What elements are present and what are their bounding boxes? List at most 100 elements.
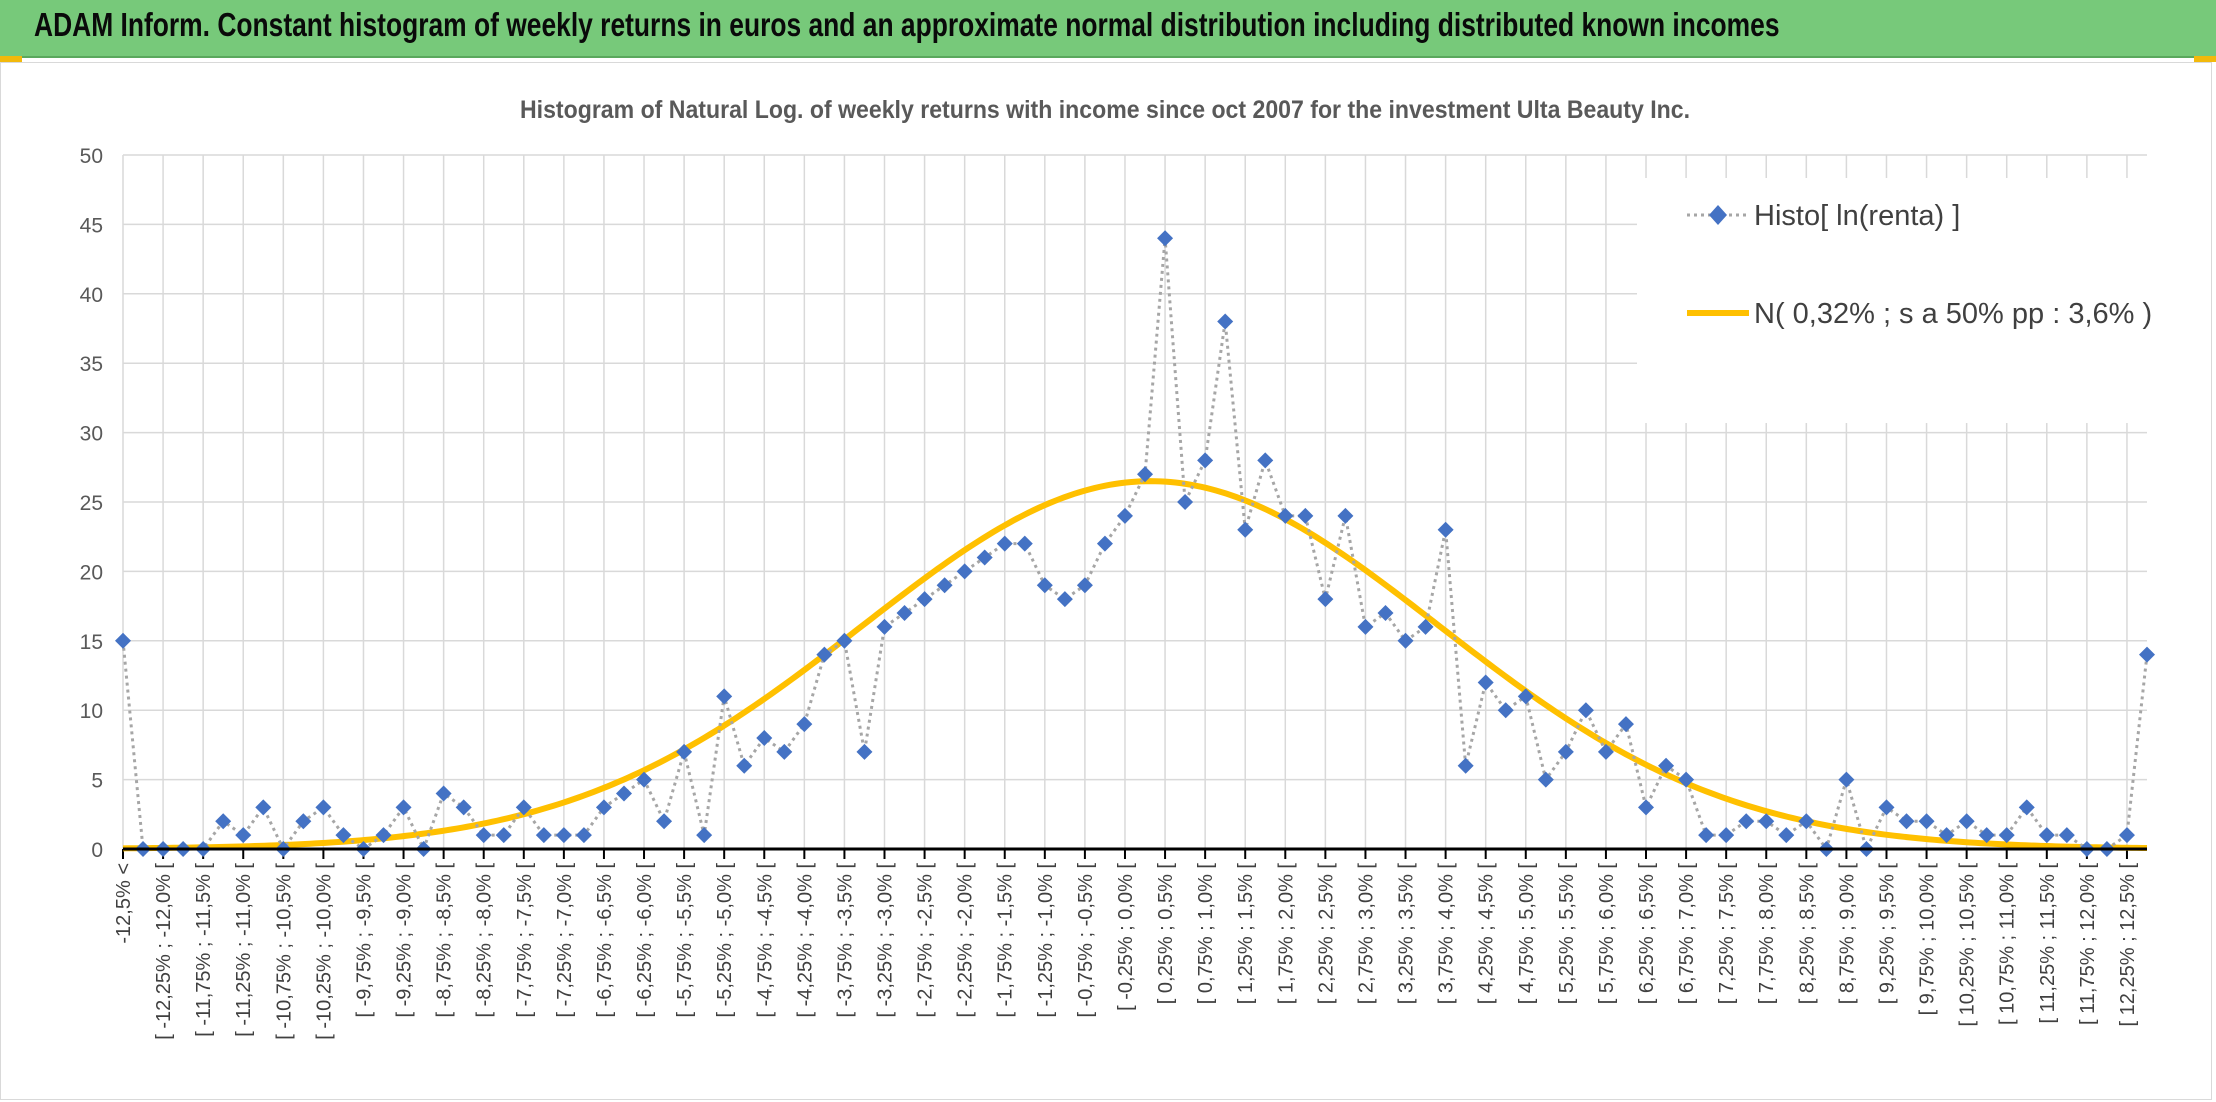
header-bar: ADAM Inform. Constant histogram of weekl… bbox=[0, 0, 2216, 62]
histogram-point bbox=[1297, 507, 1314, 524]
histogram-point bbox=[1778, 827, 1795, 844]
x-category-label: [ 6,75% ; 7,0% [ bbox=[1676, 863, 1698, 1005]
x-category-label: [ 5,25% ; 5,5% [ bbox=[1556, 863, 1578, 1005]
histogram-point bbox=[1497, 702, 1514, 719]
histogram-point bbox=[1597, 743, 1614, 760]
histogram-point bbox=[1197, 452, 1214, 469]
histogram-point bbox=[2038, 827, 2055, 844]
histogram-point bbox=[776, 743, 793, 760]
histogram-point bbox=[2058, 827, 2075, 844]
y-tick-label: 25 bbox=[80, 492, 103, 515]
histogram-point bbox=[1718, 827, 1735, 844]
header-accent-right bbox=[2194, 56, 2216, 62]
histogram-point bbox=[1838, 771, 1855, 788]
histogram-point bbox=[1177, 494, 1194, 510]
x-category-label: [ -9,75% ; -9,5% [ bbox=[353, 863, 375, 1018]
x-category-label: [ -3,25% ; -3,0% [ bbox=[875, 863, 897, 1018]
x-category-label: [ -11,25% ; -11,0% [ bbox=[233, 863, 255, 1037]
x-category-label: [ 0,25% ; 0,5% [ bbox=[1155, 863, 1177, 1005]
x-category-label: -12,5% < bbox=[113, 863, 135, 944]
x-category-label: [ 9,25% ; 9,5% [ bbox=[1876, 863, 1898, 1005]
x-category-label: [ -10,25% ; -10,0% [ bbox=[313, 863, 335, 1040]
histogram-point bbox=[2018, 799, 2035, 816]
histogram-point bbox=[1377, 605, 1394, 622]
x-category-label: [ -10,75% ; -10,5% [ bbox=[273, 863, 295, 1040]
histogram-point bbox=[575, 827, 592, 844]
x-category-label: [ -11,75% ; -11,5% [ bbox=[193, 863, 215, 1037]
x-category-label: [ -2,25% ; -2,0% [ bbox=[955, 863, 977, 1018]
y-axis-ticks: 0 5 10 15 20 25 30 35 40 45 50 bbox=[80, 145, 103, 862]
histogram-point bbox=[756, 729, 773, 746]
x-category-label: [ -8,25% ; -8,0% [ bbox=[474, 863, 496, 1018]
histogram-point bbox=[1317, 591, 1334, 608]
y-tick-label: 50 bbox=[80, 145, 103, 168]
x-axis-categories: -12,5% < [ -12,25% ; -12,0% [[ -11,75% ; … bbox=[113, 863, 2139, 1040]
histogram-point bbox=[1257, 452, 1274, 469]
histogram-point bbox=[1357, 618, 1374, 635]
header-accent-left bbox=[0, 56, 22, 62]
histogram-point bbox=[595, 799, 612, 816]
histogram-point bbox=[1137, 466, 1154, 483]
histogram-point bbox=[696, 827, 713, 844]
y-tick-label: 35 bbox=[80, 353, 103, 376]
histogram-point bbox=[1096, 535, 1113, 552]
legend-histo-marker bbox=[1709, 205, 1727, 225]
histogram-point bbox=[455, 799, 472, 816]
histogram-point bbox=[636, 771, 653, 788]
histogram-point bbox=[1036, 577, 1053, 594]
grid bbox=[122, 154, 2147, 859]
x-category-label: [ -9,25% ; -9,0% [ bbox=[394, 863, 416, 1018]
histogram-point bbox=[615, 785, 632, 802]
x-category-label: [ -4,75% ; -4,5% [ bbox=[754, 863, 776, 1018]
histogram-markers bbox=[115, 230, 2155, 857]
histogram-point bbox=[816, 646, 833, 663]
x-category-label: [ 4,25% ; 4,5% [ bbox=[1476, 863, 1498, 1005]
x-category-label: [ -8,75% ; -8,5% [ bbox=[434, 863, 456, 1018]
x-category-label: [ -0,25% ; 0,0% [ bbox=[1115, 863, 1137, 1011]
x-category-label: [ 10,25% ; 10,5% [ bbox=[1957, 863, 1979, 1027]
histogram-point bbox=[2118, 827, 2135, 844]
x-category-label: [ 8,75% ; 9,0% [ bbox=[1836, 863, 1858, 1005]
y-tick-label: 5 bbox=[91, 770, 103, 793]
histogram-point bbox=[1277, 507, 1294, 524]
histogram-point bbox=[1998, 827, 2015, 844]
x-category-label: [ 4,75% ; 5,0% [ bbox=[1516, 863, 1538, 1005]
histogram-point bbox=[736, 757, 753, 774]
histogram-point bbox=[1437, 521, 1454, 538]
histogram-point bbox=[1056, 591, 1073, 608]
y-tick-label: 20 bbox=[80, 561, 103, 584]
y-tick-label: 30 bbox=[80, 423, 103, 446]
histogram-point bbox=[1417, 618, 1434, 635]
x-category-label: [ 9,75% ; 10,0% [ bbox=[1917, 863, 1939, 1016]
histogram-point bbox=[1237, 521, 1254, 538]
histogram-point bbox=[1517, 688, 1534, 705]
x-category-label: [ 8,25% ; 8,5% [ bbox=[1796, 863, 1818, 1005]
histogram-point bbox=[1958, 813, 1975, 830]
histogram-point bbox=[1577, 702, 1594, 719]
histogram-point bbox=[936, 577, 953, 594]
x-category-label: [ 10,75% ; 11,0% [ bbox=[1997, 863, 2019, 1025]
x-category-label: [ 6,25% ; 6,5% [ bbox=[1636, 863, 1658, 1005]
y-tick-label: 10 bbox=[80, 700, 103, 723]
histogram-point bbox=[1738, 813, 1755, 830]
histogram-point bbox=[836, 632, 853, 649]
y-tick-label: 0 bbox=[91, 839, 103, 862]
histogram-point bbox=[435, 785, 452, 802]
x-category-label: [ 12,25% ; 12,5% [ bbox=[2117, 863, 2139, 1027]
x-category-label: [ 11,75% ; 12,0% [ bbox=[2077, 863, 2099, 1025]
histogram-point bbox=[1678, 771, 1695, 788]
x-category-label: [ -6,25% ; -6,0% [ bbox=[634, 863, 656, 1018]
y-tick-label: 45 bbox=[80, 214, 103, 237]
histogram-point bbox=[1918, 813, 1935, 830]
x-category-label: [ -2,75% ; -2,5% [ bbox=[915, 863, 937, 1018]
histogram-point bbox=[535, 827, 552, 844]
histogram-point bbox=[956, 563, 973, 580]
histogram-point bbox=[555, 827, 572, 844]
histogram-point bbox=[716, 688, 733, 705]
histogram-point bbox=[375, 827, 392, 844]
histogram-point bbox=[1938, 827, 1955, 844]
histogram-point bbox=[1978, 827, 1995, 844]
histogram-point bbox=[475, 827, 492, 844]
x-category-label: [ 1,75% ; 2,0% [ bbox=[1275, 863, 1297, 1005]
histogram-point bbox=[1758, 813, 1775, 830]
